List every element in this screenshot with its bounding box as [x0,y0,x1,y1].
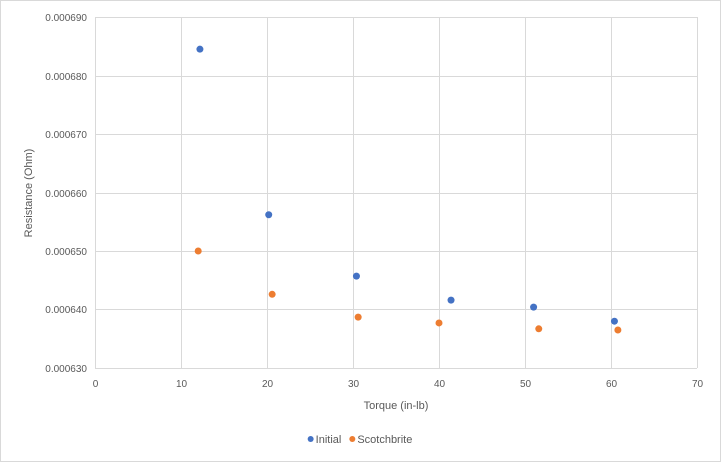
data-point-scotchbrite[interactable] [435,319,443,327]
x-axis-title: Torque (in-lb) [364,400,429,412]
x-tick-label: 30 [348,379,360,390]
data-point-scotchbrite[interactable] [535,325,543,333]
y-tick-label: 0.000690 [45,13,87,24]
data-point-initial[interactable] [447,296,455,304]
legend-label: Initial [316,434,342,446]
data-point-initial[interactable] [530,303,538,311]
legend-label: Scotchbrite [357,434,412,446]
x-tick-label: 70 [692,379,704,390]
y-tick-label: 0.000680 [45,72,87,83]
y-axis-title: Resistance (Ohm) [23,149,35,238]
data-point-scotchbrite[interactable] [268,290,276,298]
data-point-initial[interactable] [352,272,360,280]
legend-marker [349,436,356,442]
x-axis-tick-labels: 0 10 20 30 40 50 60 70 [93,379,704,390]
data-point-scotchbrite[interactable] [194,247,202,255]
legend-item-scotchbrite[interactable]: Scotchbrite [349,434,412,446]
data-point-initial[interactable] [265,211,273,219]
data-point-scotchbrite[interactable] [614,326,622,334]
y-tick-label: 0.000670 [45,130,87,141]
data-points [194,45,622,334]
data-point-scotchbrite[interactable] [354,313,362,321]
gridlines [95,17,698,369]
x-tick-label: 0 [93,379,99,390]
x-tick-label: 50 [520,379,532,390]
data-point-initial[interactable] [196,45,204,53]
data-point-initial[interactable] [610,317,618,325]
legend-marker [307,436,314,442]
y-axis-tick-labels: 0.000630 0.000640 0.000650 0.000660 0.000670… [45,13,87,375]
x-tick-label: 40 [434,379,446,390]
y-tick-label: 0.000630 [45,364,87,375]
x-tick-label: 20 [262,379,274,390]
x-tick-label: 60 [606,379,618,390]
y-tick-label: 0.000640 [45,305,87,316]
y-tick-label: 0.000650 [45,247,87,258]
legend-item-initial[interactable]: Initial [307,434,342,446]
x-tick-label: 10 [176,379,188,390]
y-tick-label: 0.000660 [45,189,87,200]
legend[interactable]: Initial Scotchbrite [307,434,413,446]
